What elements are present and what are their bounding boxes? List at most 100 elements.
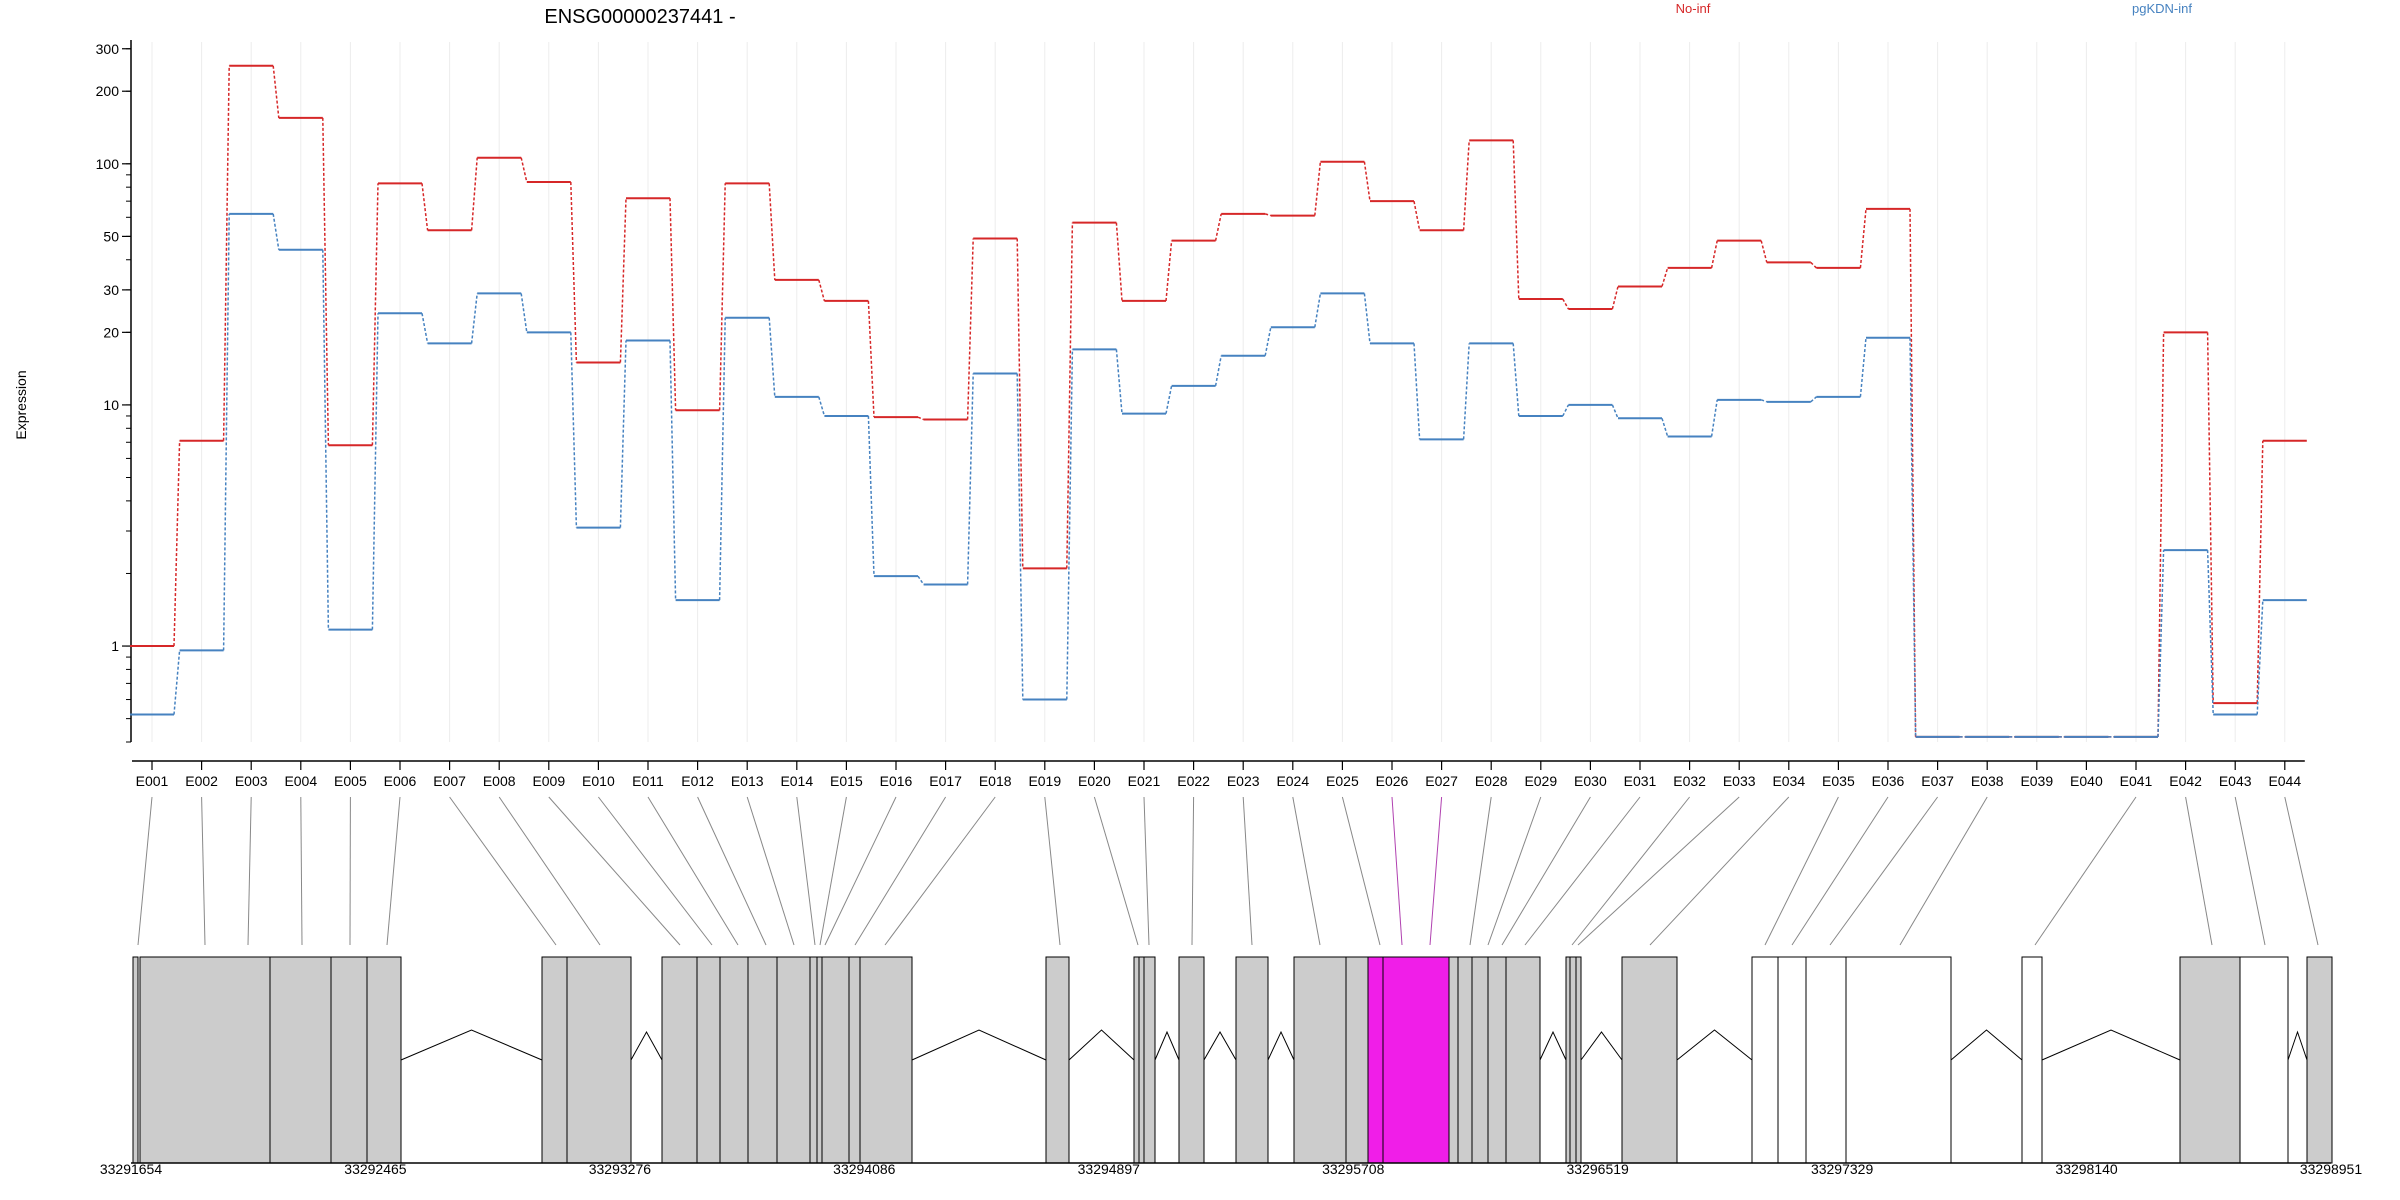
- coordinate-label-33298951: 33298951: [2300, 1161, 2363, 1177]
- transition-pgKDN-inf-E009: [570, 332, 578, 528]
- transition-pgKDN-inf-E023: [1264, 327, 1272, 356]
- connector-E022: [1191, 796, 1195, 946]
- intron-11: [1950, 1029, 2023, 1061]
- gene-model: [132, 956, 2333, 1164]
- x-tick-label-E011: E011: [632, 773, 664, 789]
- coordinate-label-33293276: 33293276: [589, 1161, 652, 1177]
- y-tick-label-100: 100: [96, 156, 120, 172]
- connector-E038: [1899, 796, 1988, 946]
- exon-block-9: [696, 956, 721, 1164]
- x-tick-label-E006: E006: [384, 773, 417, 789]
- transition-pgKDN-inf-E001: [173, 650, 181, 715]
- x-tick-label-E027: E027: [1425, 773, 1458, 789]
- exon-block-16: [848, 956, 861, 1164]
- intron-9: [1580, 1031, 1623, 1061]
- exon-block-43: [2239, 956, 2289, 1164]
- x-tick-label-E035: E035: [1822, 773, 1855, 789]
- connector-E011: [647, 796, 739, 946]
- transition-No-inf-E022: [1214, 213, 1222, 241]
- x-tick-label-E012: E012: [681, 773, 714, 789]
- intron-12: [2041, 1029, 2181, 1061]
- transition-pgKDN-inf-E032: [1710, 399, 1718, 437]
- connector-E028: [1469, 796, 1492, 946]
- connector-E019: [1044, 796, 1061, 946]
- coordinate-label-33294086: 33294086: [833, 1161, 896, 1177]
- x-tick-label-E019: E019: [1028, 773, 1061, 789]
- exon-block-21: [1143, 956, 1156, 1164]
- transition-pgKDN-inf-E015: [867, 415, 875, 577]
- exon-block-6: [541, 956, 568, 1164]
- transition-No-inf-E041: [2157, 332, 2165, 737]
- connector-E016: [824, 796, 897, 946]
- transition-No-inf-E013: [768, 183, 776, 280]
- connector-E002: [201, 796, 206, 946]
- connector-E037: [1829, 796, 1939, 946]
- connector-E044: [2284, 796, 2319, 946]
- x-tick-label-E026: E026: [1376, 773, 1409, 789]
- connector-E023: [1242, 796, 1253, 946]
- exon-block-35: [1575, 956, 1582, 1164]
- x-tick-label-E003: E003: [235, 773, 268, 789]
- exon-connector-lines: [137, 796, 2319, 946]
- x-tick-label-E020: E020: [1078, 773, 1111, 789]
- x-tick-label-E025: E025: [1326, 773, 1359, 789]
- exon-block-37: [1751, 956, 1779, 1164]
- exon-block-23: [1235, 956, 1269, 1164]
- x-tick-label-E001: E001: [136, 773, 169, 789]
- x-tick-label-E037: E037: [1921, 773, 1954, 789]
- exon-block-31: [1487, 956, 1507, 1164]
- exon-block-39: [1805, 956, 1847, 1164]
- x-axis: E001 E002 E003 E004 E005 E006 E007 E008 E009 E010…: [132, 760, 2305, 789]
- transition-No-inf-E020: [1115, 222, 1123, 301]
- exon-block-26: [1367, 956, 1384, 1164]
- x-tick-label-E018: E018: [979, 773, 1012, 789]
- intron-4: [1068, 1029, 1135, 1061]
- exon-block-32: [1505, 956, 1541, 1164]
- connector-E024: [1292, 796, 1321, 946]
- exon-block-40: [1845, 956, 1952, 1164]
- transition-No-inf-E011: [669, 198, 677, 411]
- y-tick-label-300: 300: [96, 41, 120, 57]
- x-tick-label-E008: E008: [483, 773, 516, 789]
- transition-No-inf-E043: [2256, 440, 2264, 704]
- transition-pgKDN-inf-E002: [222, 213, 230, 651]
- y-tick-label-10: 10: [103, 397, 119, 413]
- transition-No-inf-E035: [1859, 208, 1867, 268]
- transition-pgKDN-inf-E008: [520, 293, 528, 333]
- exon-block-3: [269, 956, 332, 1164]
- transition-pgKDN-inf-E004: [322, 249, 330, 630]
- connector-E033: [1577, 796, 1740, 946]
- exon-block-44: [2306, 956, 2333, 1164]
- transition-pgKDN-inf-E030: [1611, 404, 1619, 419]
- connector-E006: [386, 796, 401, 946]
- transition-pgKDN-inf-E013: [768, 317, 776, 397]
- y-tick-label-50: 50: [103, 228, 119, 244]
- x-tick-label-E038: E038: [1971, 773, 2004, 789]
- coordinate-label-33298140: 33298140: [2055, 1161, 2118, 1177]
- exon-block-41: [2021, 956, 2043, 1164]
- exon-block-33: [1565, 956, 1571, 1164]
- x-tick-label-E040: E040: [2070, 773, 2103, 789]
- transition-No-inf-E002: [222, 65, 230, 441]
- connector-E020: [1093, 796, 1139, 946]
- coordinate-label-33295708: 33295708: [1322, 1161, 1385, 1177]
- transition-No-inf-E032: [1710, 240, 1718, 269]
- x-tick-label-E014: E014: [780, 773, 813, 789]
- connector-E026: [1391, 796, 1403, 946]
- x-tick-label-E039: E039: [2020, 773, 2053, 789]
- exon-block-12: [776, 956, 811, 1164]
- transition-No-inf-E007: [470, 157, 478, 231]
- series-pgKDN-inf: [130, 212, 2307, 738]
- x-tick-label-E031: E031: [1624, 773, 1657, 789]
- transition-No-inf-E001: [173, 440, 181, 647]
- exon-block-22: [1178, 956, 1205, 1164]
- x-tick-label-E022: E022: [1177, 773, 1210, 789]
- y-axis-label: Expression: [13, 370, 29, 439]
- transition-pgKDN-inf-E005: [371, 313, 379, 630]
- transition-pgKDN-inf-E010: [619, 340, 627, 528]
- connector-E004: [300, 796, 303, 946]
- exon-block-8: [661, 956, 698, 1164]
- x-tick-label-E033: E033: [1723, 773, 1756, 789]
- connector-E041: [2034, 796, 2137, 946]
- transition-No-inf-E005: [371, 183, 379, 446]
